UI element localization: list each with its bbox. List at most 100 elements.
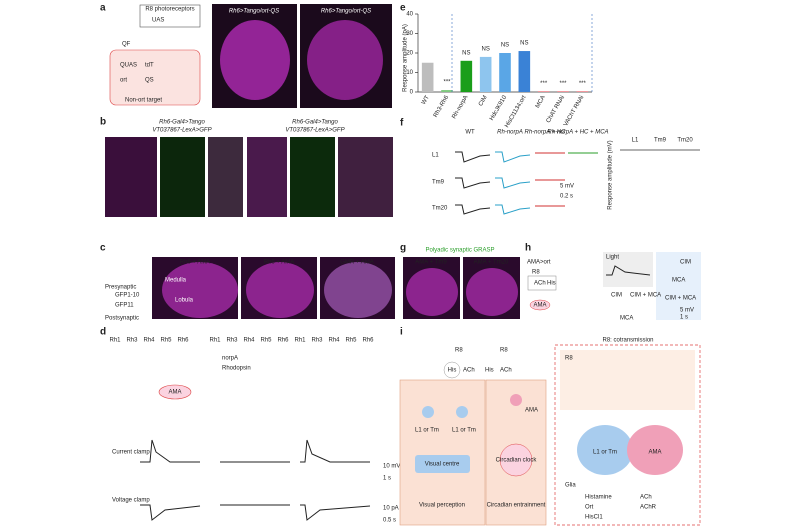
trace [495, 177, 531, 189]
label: Tm9 [654, 138, 667, 144]
label: His [485, 368, 494, 374]
panel-label: d [100, 327, 106, 338]
panel-b: b Rh6-Gal4>Tango VT037867-LexA>GFP Rh6-G… [100, 117, 393, 217]
label: L1 [432, 153, 439, 159]
label: Circadian entrainment [487, 503, 546, 509]
label: Rh6>Tango/ort-QS [229, 9, 279, 15]
label: ort [120, 78, 127, 84]
label: Rh6-Gal4>Tango [292, 120, 338, 126]
label: 5 mV [560, 184, 574, 190]
significance: NS [462, 50, 470, 56]
label: Polyadic synaptic GRASP [425, 248, 494, 254]
trace [606, 265, 651, 276]
image [247, 137, 287, 217]
node [499, 443, 533, 477]
panel-a: a R8 photoreceptors UAS QF QUAS tdT ort … [100, 3, 392, 108]
trace [300, 504, 371, 521]
label: R8 [500, 348, 508, 354]
label: AChR [640, 505, 657, 511]
node [529, 299, 551, 311]
panel-label: f [400, 118, 404, 129]
node [577, 425, 633, 475]
y-tick-label: 10 [406, 70, 413, 76]
label: AMA [168, 390, 181, 396]
label: GMR + AMA [340, 260, 374, 266]
significance: NS [481, 46, 489, 52]
label: Rh-norpA + HC + MCA [547, 130, 608, 136]
bar [421, 62, 434, 92]
significance: NS [501, 43, 509, 49]
label: norpA [222, 356, 238, 362]
trace [455, 204, 491, 215]
label: Visual perception [419, 503, 465, 509]
label: L1 or Tm [452, 428, 476, 434]
label: Rh-norpA [497, 130, 523, 136]
label: AMA + Tm9 [415, 260, 447, 266]
panel-label: i [400, 327, 403, 338]
panel-label: b [100, 117, 106, 128]
label: GFP11 [115, 303, 134, 309]
x-tick-label: ChAT RNAi [546, 95, 566, 124]
label: QUAS [120, 63, 137, 69]
label: Rh4 [143, 338, 155, 344]
label: R8 photoreceptors [145, 7, 194, 13]
label: Rhodopsin [222, 366, 251, 372]
bar [499, 53, 511, 92]
label: AMA [648, 450, 661, 456]
label: 0.5 s [383, 518, 396, 524]
y-tick-label: 20 [406, 51, 413, 57]
label: Rh4 [243, 338, 255, 344]
bar [557, 91, 569, 92]
label: CIM [611, 293, 622, 299]
label: Rh5 [345, 338, 357, 344]
label: AMA [533, 303, 546, 309]
label: Rh6-Gal4>Tango [159, 120, 205, 126]
image [338, 137, 393, 217]
significance: NS [520, 41, 528, 47]
panel-h: h AMA>ort R8 ACh His AMA Light CIM MCA C… [525, 243, 701, 322]
image [160, 137, 205, 217]
label: Postsynaptic [105, 316, 139, 322]
label: Ort [585, 505, 594, 511]
x-tick-label: Rh-norpA [451, 95, 469, 120]
label: Rh3 [226, 338, 238, 344]
panel-c: c Presynaptic GFP1-10 GFP11 Postsynaptic… [100, 243, 395, 322]
panel-label: e [400, 3, 406, 14]
label: MCA [672, 278, 685, 284]
label: R8 [565, 356, 573, 362]
box [560, 350, 695, 410]
x-tick-label: VAChT RNAi [563, 95, 585, 128]
box [139, 4, 201, 28]
label: Non-ort target [125, 98, 162, 104]
label: Rh5 [260, 338, 272, 344]
axis-label: Response amplitude (mV) [608, 140, 614, 209]
bar [460, 60, 473, 92]
image [220, 20, 290, 100]
panel-e: e Response amplitude (pA) 0 10 20 30 40 WT Rh3… [400, 3, 593, 129]
label: MCA [620, 316, 633, 322]
label: Circadian clock [496, 458, 538, 464]
label: Current clamp [112, 450, 150, 456]
label: Light [606, 255, 619, 261]
label: Rh4 [328, 338, 340, 344]
y-tick-label: 0 [410, 90, 414, 96]
label: Rh-norpA + HC [525, 130, 567, 136]
label: Tm9 [432, 180, 445, 186]
label: His [448, 368, 457, 374]
label: QS [145, 78, 154, 84]
label: AMA>ort [527, 260, 551, 266]
x-tick-label: MCA [535, 95, 547, 110]
image [307, 20, 383, 100]
trace [140, 439, 200, 463]
label: 10 pA [383, 506, 399, 512]
x-tick-label: WT [421, 94, 431, 105]
label: AMA + Tm20 [474, 260, 509, 266]
bar [537, 91, 550, 92]
label: Rh1 [209, 338, 221, 344]
label: 5 mV [680, 308, 694, 314]
trace [140, 504, 201, 521]
label: GFP1-10 [115, 293, 140, 299]
trace [455, 151, 491, 163]
x-tick-label: CIM [478, 95, 489, 108]
label: Rh6 [277, 338, 289, 344]
